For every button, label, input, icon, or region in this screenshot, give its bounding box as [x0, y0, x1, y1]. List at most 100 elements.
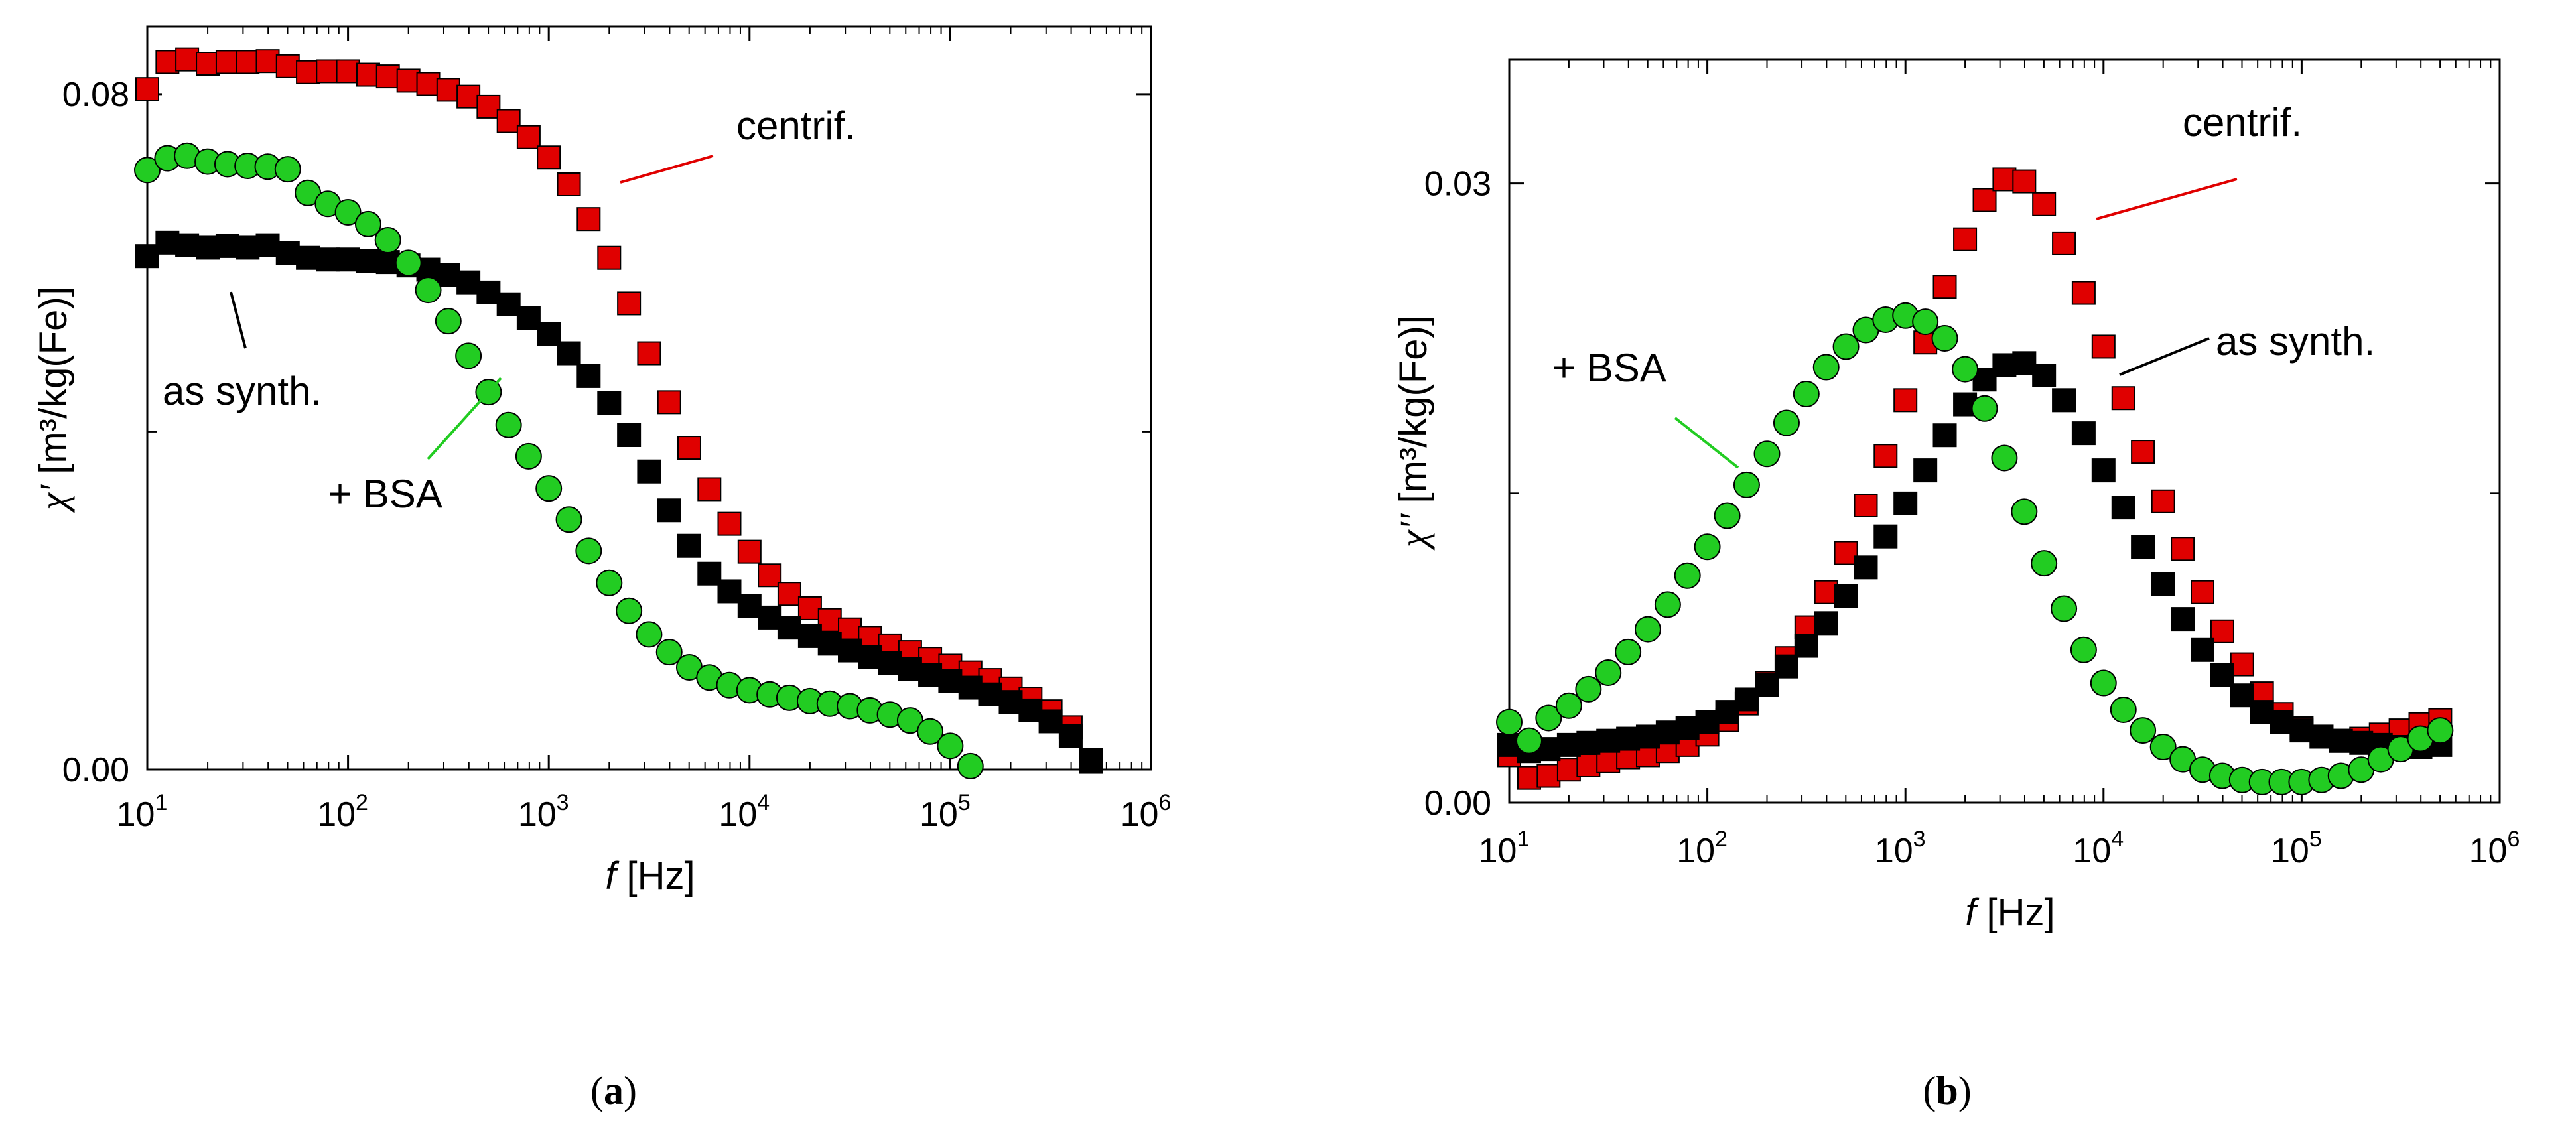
- data-point: [1576, 730, 1601, 755]
- data-point: [2270, 710, 2294, 734]
- x-axis-label: f [Hz]: [605, 854, 695, 898]
- data-point: [2012, 351, 2037, 375]
- data-point: [1992, 353, 2017, 377]
- data-point: [1615, 638, 1642, 665]
- data-point: [2250, 700, 2274, 724]
- data-point: [717, 511, 742, 536]
- data-point: [1556, 758, 1581, 782]
- data-point: [336, 59, 360, 84]
- annotation-leader: [230, 291, 247, 349]
- data-point: [456, 270, 481, 295]
- chart-b: 101 102 103 104 105 106 0.00 0.03 f [Hz] χ'' [m³/…: [1392, 58, 2520, 934]
- data-point: [1733, 471, 1760, 498]
- data-point: [2130, 717, 2157, 744]
- data-point: [175, 233, 200, 257]
- x-tick-label: 106: [2469, 827, 2520, 870]
- data-point: [375, 64, 400, 89]
- annotation-leader: [620, 155, 714, 184]
- data-point: [958, 675, 983, 700]
- x-tick-label: 101: [1479, 827, 1530, 870]
- data-point: [535, 475, 563, 502]
- data-point: [1616, 726, 1641, 751]
- data-point: [476, 280, 501, 304]
- data-point: [2071, 421, 2096, 446]
- data-point: [1893, 491, 1918, 515]
- data-point: [878, 651, 902, 675]
- data-point: [1971, 395, 1998, 422]
- data-point: [657, 498, 681, 523]
- data-point: [737, 539, 762, 564]
- data-point: [1634, 616, 1661, 643]
- data-point: [1932, 275, 1957, 299]
- data-point: [175, 47, 200, 72]
- data-point: [1734, 687, 1759, 712]
- data-point: [215, 234, 239, 258]
- data-point: [858, 645, 882, 669]
- x-tick-label: 102: [1676, 827, 1728, 870]
- y-tick-label: 0.08: [62, 76, 129, 114]
- data-point: [396, 68, 421, 93]
- data-point: [415, 277, 442, 304]
- data-point: [697, 561, 722, 586]
- annotation-label: + BSA: [328, 472, 442, 516]
- data-point: [334, 199, 362, 226]
- x-tick-label: 102: [317, 790, 368, 834]
- data-point: [1654, 591, 1681, 618]
- data-point: [2309, 724, 2334, 749]
- data-point: [516, 125, 541, 149]
- data-point: [1873, 524, 1898, 549]
- data-point: [1018, 698, 1043, 722]
- data-point: [637, 459, 661, 484]
- x-tick-label: 104: [718, 790, 770, 834]
- data-point: [2149, 734, 2177, 760]
- annotation-leader: [427, 377, 502, 460]
- data-point: [2191, 580, 2215, 604]
- data-point: [1555, 692, 1582, 719]
- data-point: [1596, 728, 1621, 753]
- data-point: [255, 233, 280, 257]
- data-point: [937, 732, 964, 760]
- data-point: [557, 341, 581, 366]
- data-point: [2151, 489, 2175, 513]
- data-point: [496, 292, 521, 316]
- annotation-label: as synth.: [163, 369, 322, 413]
- data-point: [1755, 673, 1779, 697]
- data-point: [838, 638, 862, 663]
- data-point: [495, 411, 522, 438]
- data-point: [354, 210, 381, 237]
- data-point: [236, 235, 260, 260]
- data-point: [2171, 607, 2195, 632]
- data-point: [918, 663, 943, 687]
- annotation-label: centrif.: [736, 103, 856, 148]
- data-point: [2191, 637, 2215, 662]
- data-point: [1814, 580, 1838, 604]
- data-point: [2110, 697, 2137, 723]
- data-point: [2329, 728, 2353, 753]
- data-point: [374, 227, 401, 253]
- data-point: [1575, 675, 1602, 703]
- data-point: [1814, 611, 1838, 636]
- data-point: [2090, 669, 2117, 697]
- plot-frame: [146, 25, 1152, 771]
- data-point: [2210, 663, 2234, 687]
- data-point: [597, 391, 622, 415]
- data-point: [255, 49, 280, 74]
- data-point: [717, 579, 742, 604]
- data-point: [135, 77, 159, 101]
- data-point: [1496, 708, 1523, 736]
- data-point: [515, 442, 542, 470]
- annotation-leader: [2096, 178, 2238, 220]
- data-point: [2111, 386, 2135, 411]
- data-point: [1834, 541, 1858, 565]
- data-point: [1058, 724, 1083, 748]
- data-point: [2111, 496, 2135, 520]
- data-point: [1793, 381, 1820, 407]
- data-point: [1893, 388, 1918, 413]
- data-point: [616, 597, 643, 624]
- data-point: [316, 247, 340, 272]
- y-axis-label: χ' [m³/kg(Fe)]: [32, 286, 75, 513]
- x-axis-label: f [Hz]: [1965, 891, 2055, 934]
- data-point: [1038, 709, 1063, 734]
- data-point: [677, 533, 701, 558]
